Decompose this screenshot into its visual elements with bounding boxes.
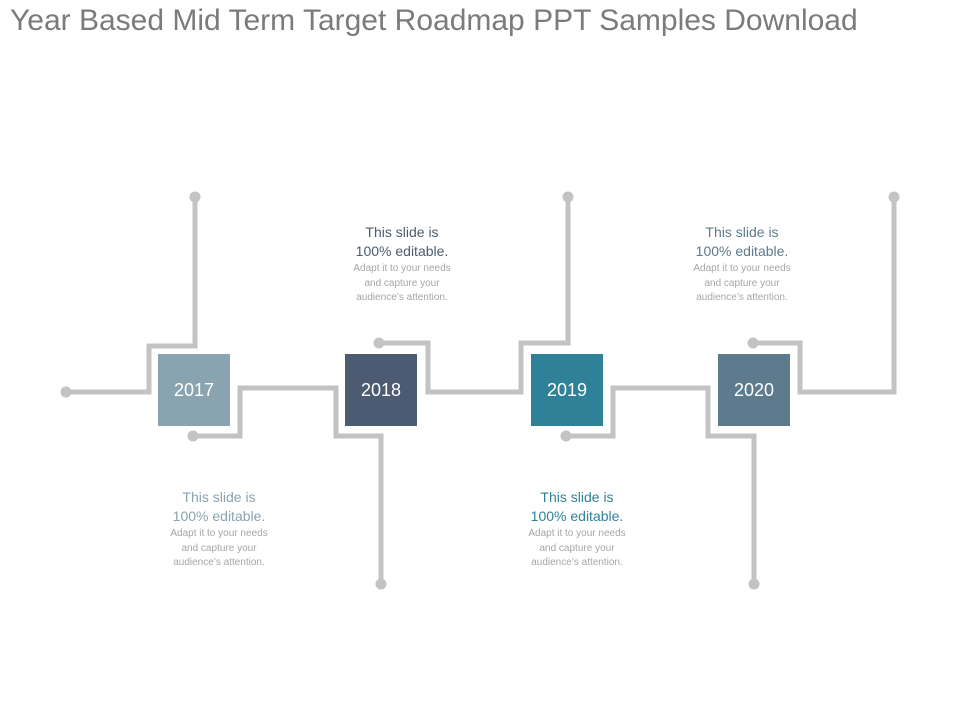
body-line: Adapt it to your needs <box>170 528 268 539</box>
year-box-2017: 2017 <box>158 354 230 426</box>
connector-line-2017-2018 <box>193 385 384 584</box>
body-line: and capture your <box>539 542 615 554</box>
heading-line: This slide is <box>182 489 256 505</box>
connector-line-2019-2020 <box>566 385 757 584</box>
year-label-2018: 2018 <box>360 379 402 400</box>
connector-dot-2018-top <box>373 337 385 349</box>
milestone-text-2020: This slide is 100% editable. Adapt it to… <box>662 223 822 306</box>
year-box-2020: 2020 <box>718 354 790 426</box>
connector-dot-right-end <box>888 191 900 203</box>
milestone-heading-2017: This slide is 100% editable. <box>139 488 299 526</box>
heading-line: 100% editable. <box>695 243 789 259</box>
milestone-text-2019: This slide is 100% editable. Adapt it to… <box>497 488 657 571</box>
year-box-2019: 2019 <box>531 354 603 426</box>
connector-dot-2020-top <box>747 337 759 349</box>
milestone-body-2019: Adapt it to your needs and capture your … <box>497 527 657 571</box>
body-line: and capture your <box>364 277 440 289</box>
connector-dot-2017-top <box>189 191 201 203</box>
connector-line-2018-2019 <box>379 197 571 395</box>
heading-line: 100% editable. <box>355 243 449 259</box>
body-line: and capture your <box>181 542 257 554</box>
connector-dot-left-start <box>60 386 72 398</box>
heading-line: This slide is <box>365 224 439 240</box>
body-line: and capture your <box>704 277 780 289</box>
milestone-body-2018: Adapt it to your needs and capture your … <box>322 262 482 306</box>
milestone-heading-2019: This slide is 100% editable. <box>497 488 657 526</box>
body-line: audience’s attention. <box>696 292 788 303</box>
page-title: Year Based Mid Term Target Roadmap PPT S… <box>10 4 858 37</box>
connector-dot-2018-bottom <box>375 578 387 590</box>
connector-dot-2020-bottom <box>748 578 760 590</box>
body-line: Adapt it to your needs <box>353 263 451 274</box>
connector-dot-2019-top <box>562 191 574 203</box>
heading-line: 100% editable. <box>530 508 624 524</box>
milestone-body-2017: Adapt it to your needs and capture your … <box>139 527 299 571</box>
year-box-2018: 2018 <box>345 354 417 426</box>
body-line: Adapt it to your needs <box>693 263 791 274</box>
year-label-2020: 2020 <box>733 379 775 400</box>
connector-line-entry <box>66 197 198 395</box>
connector-line-exit <box>753 197 897 395</box>
milestone-text-2018: This slide is 100% editable. Adapt it to… <box>322 223 482 306</box>
connector-dot-2017-bottom <box>187 430 199 442</box>
body-line: audience’s attention. <box>173 557 265 568</box>
milestone-heading-2018: This slide is 100% editable. <box>322 223 482 261</box>
milestone-text-2017: This slide is 100% editable. Adapt it to… <box>139 488 299 571</box>
body-line: audience’s attention. <box>356 292 448 303</box>
body-line: Adapt it to your needs <box>528 528 626 539</box>
connector-dot-2019-bottom <box>560 430 572 442</box>
milestone-body-2020: Adapt it to your needs and capture your … <box>662 262 822 306</box>
body-line: audience’s attention. <box>531 557 623 568</box>
heading-line: 100% editable. <box>172 508 266 524</box>
year-label-2019: 2019 <box>546 379 588 400</box>
milestone-heading-2020: This slide is 100% editable. <box>662 223 822 261</box>
heading-line: This slide is <box>540 489 614 505</box>
year-label-2017: 2017 <box>173 379 215 400</box>
heading-line: This slide is <box>705 224 779 240</box>
